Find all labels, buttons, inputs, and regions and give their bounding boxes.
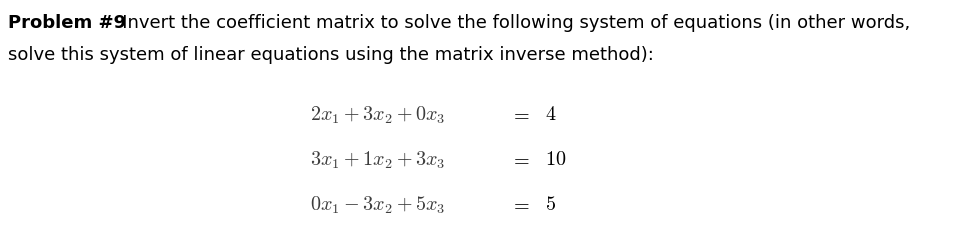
Text: $4$: $4$ [545, 105, 556, 124]
Text: Problem #9: Problem #9 [8, 14, 126, 32]
Text: solve this system of linear equations using the matrix inverse method):: solve this system of linear equations us… [8, 46, 653, 64]
Text: $0x_1 - 3x_2 + 5x_3$: $0x_1 - 3x_2 + 5x_3$ [310, 195, 445, 216]
Text: $2x_1 + 3x_2 + 0x_3$: $2x_1 + 3x_2 + 0x_3$ [310, 105, 445, 126]
Text: $=$: $=$ [510, 150, 529, 169]
Text: $10$: $10$ [545, 150, 565, 169]
Text: $=$: $=$ [510, 195, 529, 214]
Text: $3x_1 + 1x_2 + 3x_3$: $3x_1 + 1x_2 + 3x_3$ [310, 150, 445, 172]
Text: $5$: $5$ [545, 195, 556, 214]
Text: Invert the coefficient matrix to solve the following system of equations (in oth: Invert the coefficient matrix to solve t… [105, 14, 910, 32]
Text: $=$: $=$ [510, 105, 529, 124]
